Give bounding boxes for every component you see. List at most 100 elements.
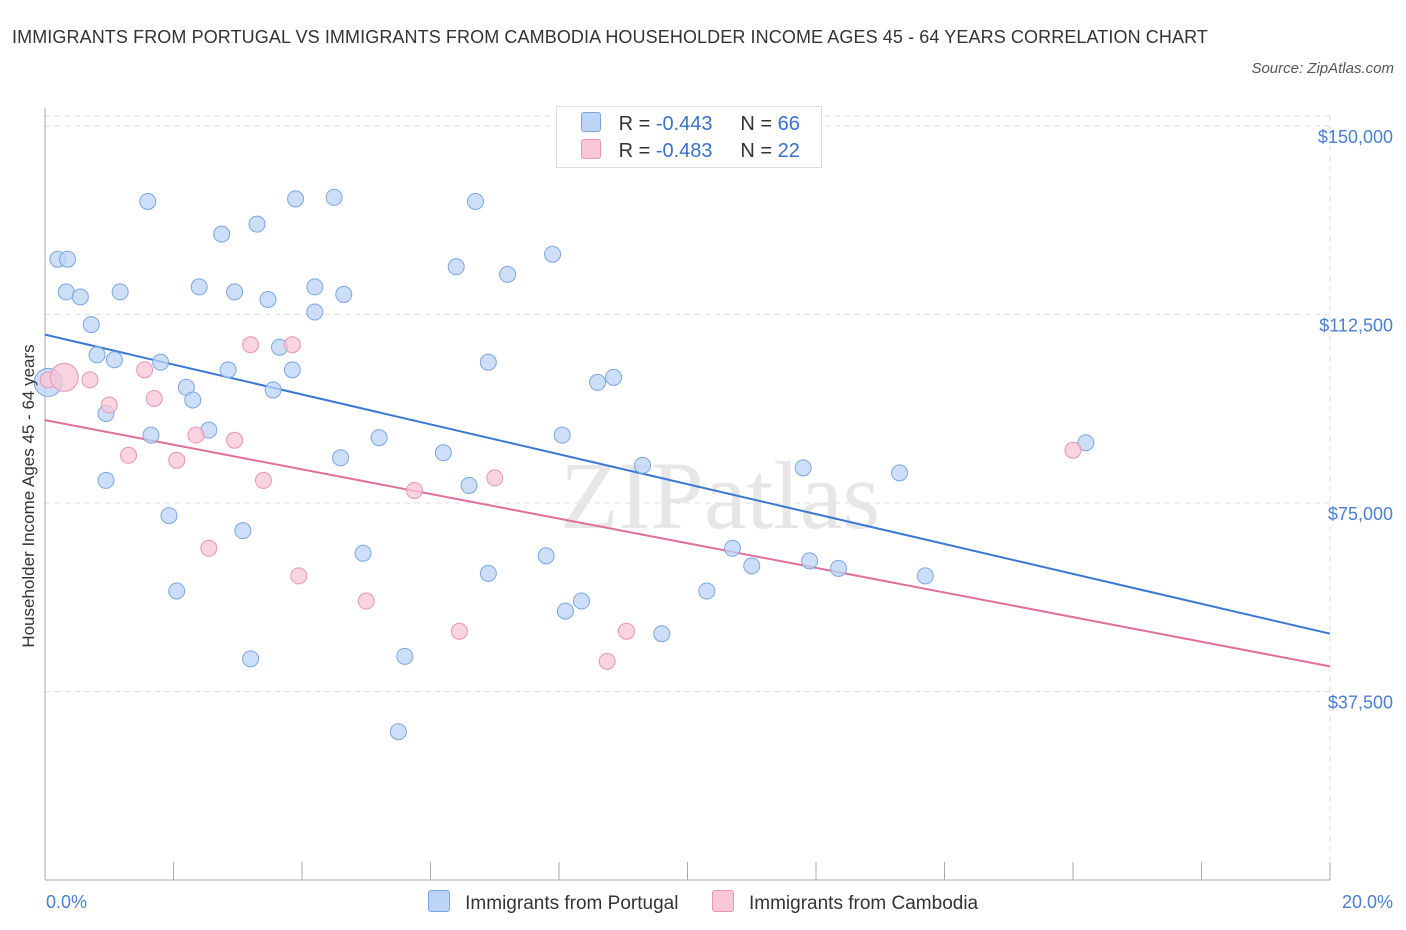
portugal-point <box>142 426 160 444</box>
y-tick-label: $37,500 <box>1328 693 1393 713</box>
portugal-point <box>306 278 324 296</box>
cambodia-point <box>450 622 468 640</box>
cambodia-point <box>617 622 635 640</box>
portugal-point <box>653 625 671 643</box>
portugal-point <box>829 559 847 577</box>
y-tick-label: $150,000 <box>1318 127 1393 147</box>
portugal-point <box>460 476 478 494</box>
watermark: ZIPatlas <box>560 442 880 549</box>
portugal-swatch <box>581 112 601 132</box>
portugal-point <box>370 429 388 447</box>
n-label: N = <box>740 140 773 162</box>
x-tick-label: 0.0% <box>46 892 87 912</box>
portugal-point <box>325 188 343 206</box>
cambodia-point <box>120 446 138 464</box>
portugal-point <box>556 602 574 620</box>
trend-layer <box>44 333 1331 668</box>
cambodia-point <box>100 396 118 414</box>
cambodia-point <box>136 361 154 379</box>
portugal-point <box>553 426 571 444</box>
portugal-point <box>589 373 607 391</box>
cambodia-point <box>357 592 375 610</box>
portugal-point <box>234 522 252 540</box>
legend-item-cambodia[interactable]: Immigrants from Cambodia <box>711 890 978 915</box>
portugal-point <box>57 283 75 301</box>
portugal-point <box>332 449 350 467</box>
label-layer: $37,500 $75,000 $112,500 $150,000 0.0% 20.0% <box>46 127 1393 912</box>
r-label: R = <box>618 140 651 162</box>
portugal-point <box>58 250 76 268</box>
portugal-point <box>219 361 237 379</box>
portugal-point <box>698 582 716 600</box>
portugal-point <box>499 265 517 283</box>
portugal-swatch <box>427 890 450 912</box>
portugal-point <box>479 564 497 582</box>
portugal-point <box>259 290 277 308</box>
r-value: -0.443 <box>655 113 713 135</box>
cambodia-point <box>242 336 260 354</box>
n-value: 22 <box>777 140 800 162</box>
portugal-point <box>97 471 115 489</box>
cambodia-point <box>486 469 504 487</box>
portugal-point <box>916 567 934 585</box>
portugal-point <box>794 459 812 477</box>
n-value: 66 <box>777 113 800 135</box>
cambodia-point <box>49 362 79 392</box>
portugal-point <box>572 592 590 610</box>
portugal-point <box>283 361 301 379</box>
n-label: N = <box>740 113 773 135</box>
grid-layer <box>45 115 1331 880</box>
portugal-point <box>466 192 484 210</box>
legend-label: Immigrants from Portugal <box>465 893 679 914</box>
portugal-point <box>537 547 555 565</box>
portugal-point <box>152 353 170 371</box>
portugal-point <box>891 464 909 482</box>
portugal-point <box>242 650 260 668</box>
portugal-point <box>396 647 414 665</box>
portugal-point <box>287 190 305 208</box>
portugal-point <box>168 582 186 600</box>
portugal-point <box>743 557 761 575</box>
portugal-point <box>184 391 202 409</box>
portugal-point <box>88 346 106 364</box>
portugal-point <box>335 285 353 303</box>
stats-row-cambodia: R = -0.483 N = 22 <box>581 139 800 165</box>
portugal-point <box>1077 434 1095 452</box>
portugal-point <box>544 245 562 263</box>
cambodia-swatch <box>711 890 734 912</box>
stats-legend: R = -0.443 N = 66 R = -0.483 N = 22 <box>556 106 822 168</box>
r-value: -0.483 <box>655 140 713 162</box>
points-layer <box>33 188 1095 741</box>
portugal-point <box>248 215 266 233</box>
portugal-point <box>264 381 282 399</box>
portugal-point <box>111 283 129 301</box>
legend-item-portugal[interactable]: Immigrants from Portugal <box>427 890 679 915</box>
cambodia-swatch <box>581 139 601 159</box>
portugal-point <box>306 303 324 321</box>
cambodia-trend-line <box>44 419 1331 668</box>
cambodia-point <box>200 539 218 557</box>
portugal-point <box>139 192 157 210</box>
cambodia-point <box>283 336 301 354</box>
portugal-point <box>479 353 497 371</box>
cambodia-point <box>145 389 163 407</box>
portugal-point <box>226 283 244 301</box>
r-label: R = <box>618 113 651 135</box>
portugal-point <box>354 544 372 562</box>
portugal-point <box>105 351 123 369</box>
stats-row-portugal: R = -0.443 N = 66 <box>581 112 800 138</box>
portugal-point <box>434 444 452 462</box>
portugal-point <box>447 258 465 276</box>
cambodia-point <box>290 567 308 585</box>
cambodia-point <box>1064 441 1082 459</box>
cambodia-point <box>226 431 244 449</box>
x-tick-label: 20.0% <box>1342 892 1393 912</box>
portugal-point <box>634 456 652 474</box>
portugal-point <box>213 225 231 243</box>
axis-layer <box>44 108 1331 881</box>
portugal-point <box>801 552 819 570</box>
portugal-point <box>389 723 407 741</box>
y-tick-label: $75,000 <box>1328 504 1393 524</box>
cambodia-point <box>254 471 272 489</box>
